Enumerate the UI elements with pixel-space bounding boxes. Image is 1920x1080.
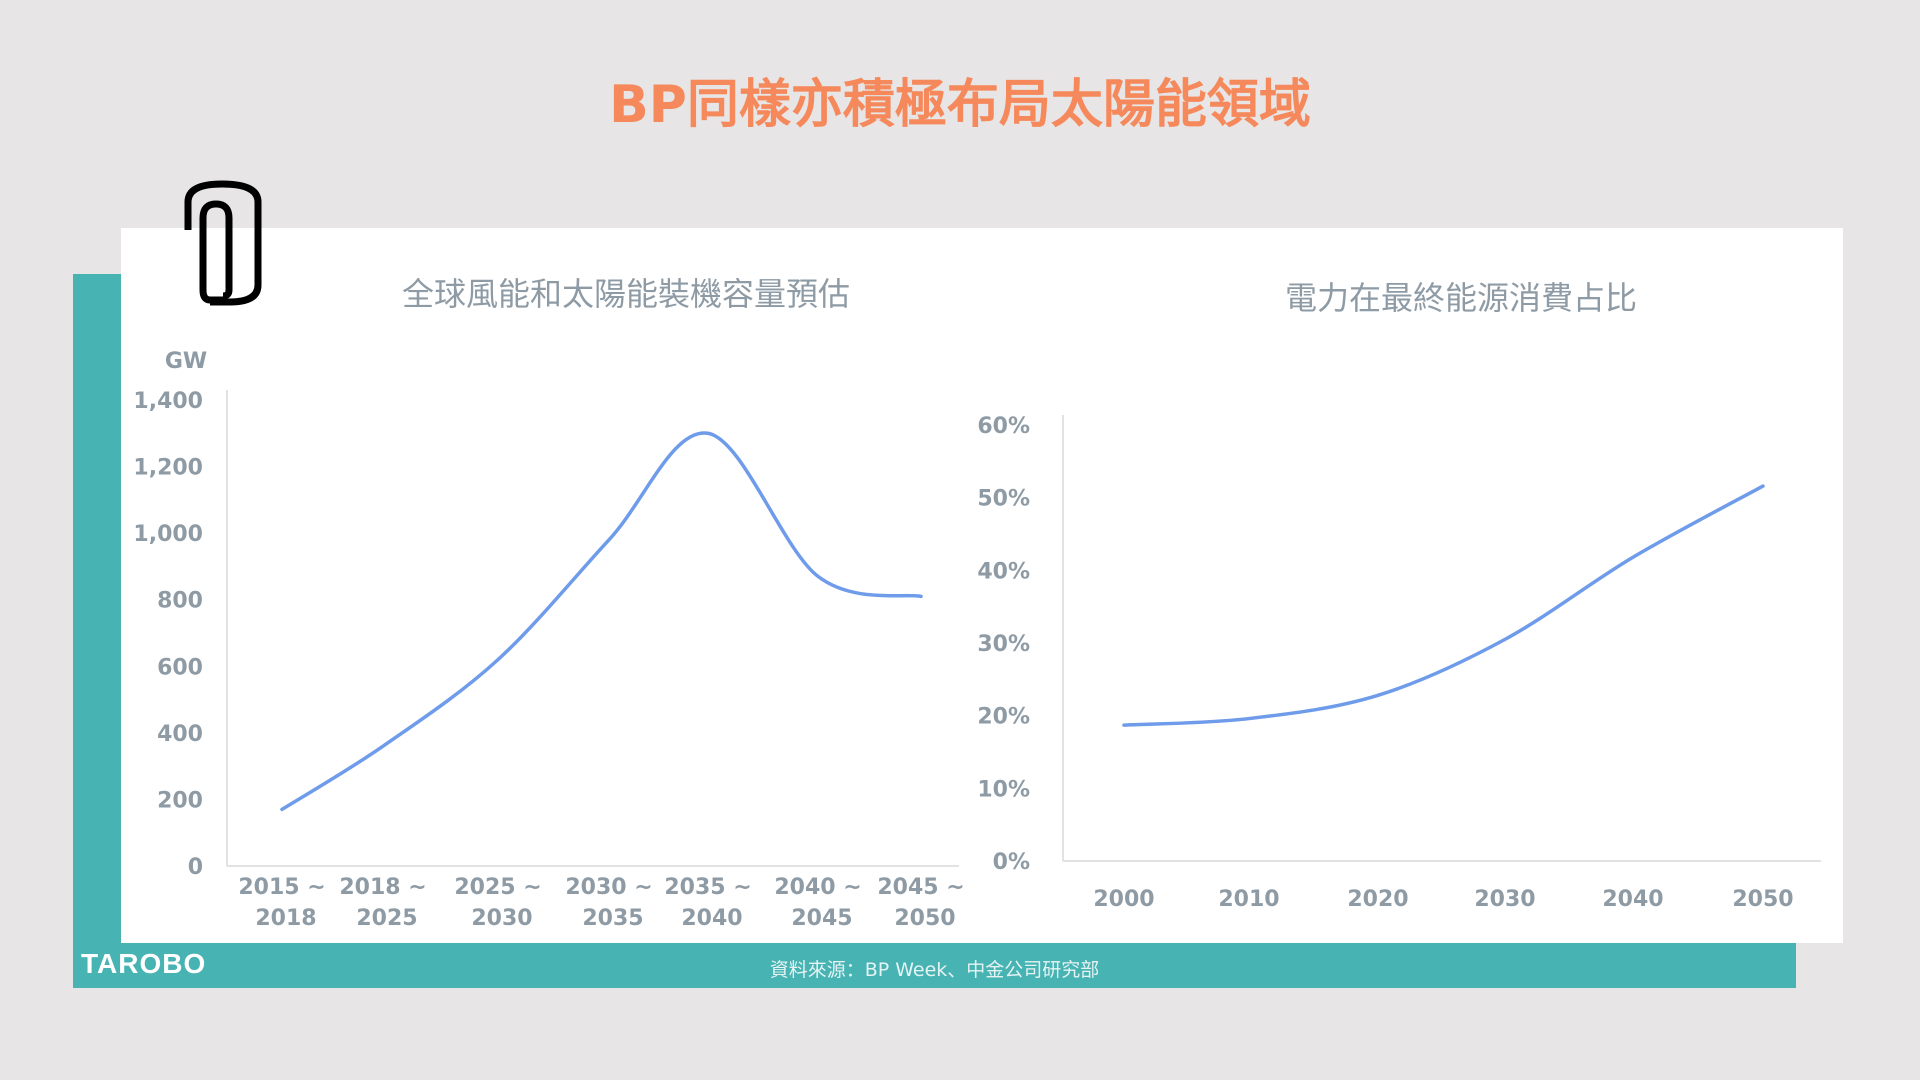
series-line (280, 431, 923, 812)
chart1-ylabel: GW (165, 349, 207, 374)
x-tick-label: 2040 (1602, 887, 1663, 912)
x-tick-label: 2035 ~ (664, 875, 751, 900)
chart1-title: 全球風能和太陽能裝機容量預估 (402, 275, 850, 313)
x-tick-label: 2040 (681, 906, 742, 931)
y-tick-label: 0 (188, 855, 203, 880)
y-tick-label: 10% (977, 777, 1030, 802)
y-tick-label: 50% (977, 487, 1030, 512)
y-tick-label: 60% (977, 414, 1030, 439)
y-tick-label: 200 (157, 788, 203, 813)
x-tick-label: 2045 ~ (877, 875, 964, 900)
x-tick-label: 2050 (894, 906, 955, 931)
x-tick-label: 2025 ~ (454, 875, 541, 900)
y-tick-label: 400 (157, 722, 203, 747)
source-note: 資料來源：BP Week、中金公司研究部 (769, 959, 1100, 981)
series-line (1122, 484, 1765, 727)
x-tick-label: 2030 (1474, 887, 1535, 912)
y-tick-label: 1,000 (133, 522, 203, 547)
tarobo-logo: TAROBO (81, 948, 207, 979)
y-tick-label: 1,200 (133, 456, 203, 481)
x-tick-label: 2020 (1347, 887, 1408, 912)
chart-card (121, 228, 1843, 943)
x-tick-label: 2000 (1093, 887, 1154, 912)
y-tick-label: 600 (157, 655, 203, 680)
x-tick-label: 2045 (791, 906, 852, 931)
y-tick-label: 40% (977, 559, 1030, 584)
y-tick-label: 0% (993, 850, 1030, 875)
y-tick-label: 1,400 (133, 389, 203, 414)
paperclip-icon (184, 180, 262, 306)
chart2-title: 電力在最終能源消費占比 (1285, 279, 1637, 317)
x-tick-label: 2015 ~ (238, 875, 325, 900)
x-tick-label: 2010 (1218, 887, 1279, 912)
page-title: BP同樣亦積極布局太陽能領域 (609, 75, 1311, 135)
x-tick-label: 2040 ~ (774, 875, 861, 900)
x-tick-label: 2030 (471, 906, 532, 931)
y-tick-label: 800 (157, 589, 203, 614)
x-tick-label: 2025 (356, 906, 417, 931)
x-tick-label: 2035 (582, 906, 643, 931)
y-tick-label: 30% (977, 632, 1030, 657)
x-tick-label: 2018 (255, 906, 316, 931)
y-tick-label: 20% (977, 705, 1030, 730)
x-tick-label: 2018 ~ (339, 875, 426, 900)
x-tick-label: 2030 ~ (565, 875, 652, 900)
footer-bar: TAROBO 資料來源：BP Week、中金公司研究部 (73, 943, 1796, 988)
x-tick-label: 2050 (1732, 887, 1793, 912)
